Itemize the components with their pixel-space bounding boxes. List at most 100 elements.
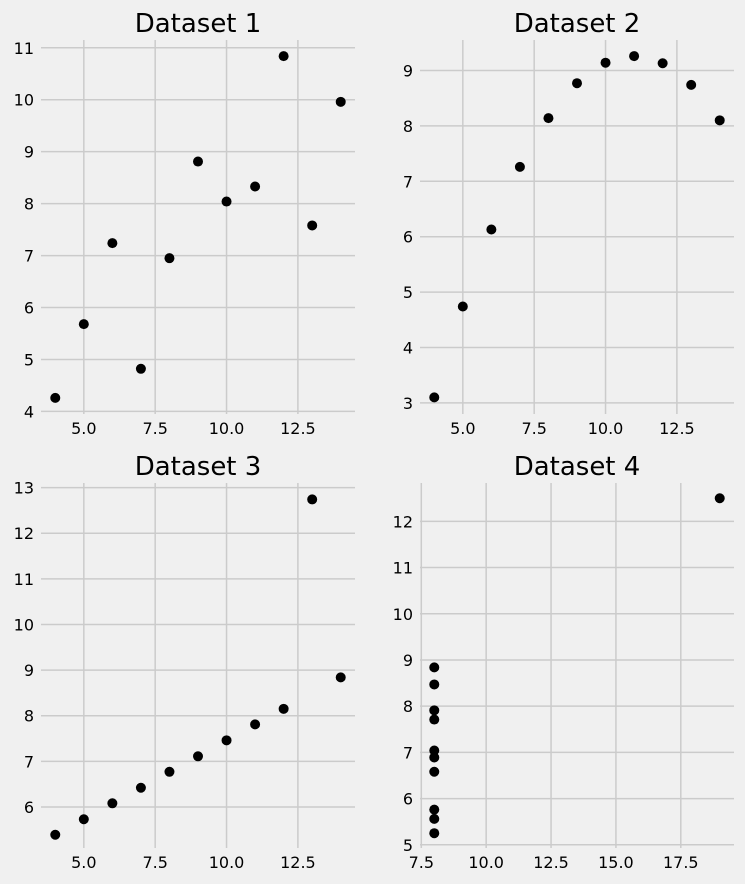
data-point xyxy=(657,58,668,69)
y-tick-label: 12 xyxy=(14,524,34,543)
y-tick-label: 12 xyxy=(393,512,413,531)
x-tick-label: 5.0 xyxy=(71,419,96,438)
data-point xyxy=(107,238,118,249)
data-point xyxy=(50,829,61,840)
data-point xyxy=(335,672,346,683)
data-point xyxy=(107,798,118,809)
y-tick-label: 5 xyxy=(403,836,413,855)
data-point xyxy=(714,493,725,504)
x-tick-label: 12.5 xyxy=(659,419,695,438)
y-tick-label: 5 xyxy=(24,350,34,369)
data-point xyxy=(543,113,554,124)
y-tick-label: 13 xyxy=(14,479,34,498)
data-point xyxy=(278,703,289,714)
x-tick-label: 10.0 xyxy=(468,853,504,872)
data-point xyxy=(307,220,318,231)
data-point xyxy=(429,714,440,725)
data-point xyxy=(278,51,289,62)
data-point xyxy=(686,79,697,90)
data-point xyxy=(250,719,261,730)
y-tick-label: 8 xyxy=(403,117,413,136)
subplot-1: 5.0 7.5 10.0 12.5 4 5 6 7 8 9 10 11 Dataset 1 xyxy=(14,9,355,438)
y-tick-label: 9 xyxy=(403,651,413,670)
data-point xyxy=(221,196,232,207)
data-point xyxy=(600,57,611,68)
data-point xyxy=(135,782,146,793)
y-tick-label: 9 xyxy=(24,143,34,162)
data-point xyxy=(429,705,440,716)
y-tick-label: 9 xyxy=(24,661,34,680)
data-point xyxy=(457,301,468,312)
data-point xyxy=(335,96,346,107)
x-tick-label: 12.5 xyxy=(533,853,569,872)
y-tick-label: 7 xyxy=(24,752,34,771)
y-tick-label: 8 xyxy=(24,195,34,214)
chart-title: Dataset 3 xyxy=(135,452,262,482)
x-tick-label: 10.0 xyxy=(209,853,245,872)
x-tick-label: 5.0 xyxy=(450,419,475,438)
subplot-3: 5.0 7.5 10.0 12.5 6 7 8 9 10 11 12 13 Dataset 3 xyxy=(14,452,355,872)
y-tick-label: 6 xyxy=(24,798,34,817)
y-tick-label: 6 xyxy=(403,790,413,809)
data-point xyxy=(429,813,440,824)
y-tick-label: 4 xyxy=(403,339,413,358)
data-point xyxy=(250,181,261,192)
data-point xyxy=(164,253,175,264)
y-tick-label: 7 xyxy=(403,743,413,762)
data-point xyxy=(486,224,497,235)
data-point xyxy=(572,78,582,89)
data-point xyxy=(193,156,203,167)
x-tick-label: 10.0 xyxy=(588,419,624,438)
chart-title: Dataset 4 xyxy=(514,452,641,482)
data-point xyxy=(429,662,440,673)
y-tick-label: 8 xyxy=(403,697,413,716)
x-tick-label: 7.5 xyxy=(409,853,434,872)
y-tick-label: 4 xyxy=(24,402,34,421)
x-tick-label: 7.5 xyxy=(142,419,167,438)
data-point xyxy=(429,766,440,777)
data-point xyxy=(714,115,725,126)
y-tick-label: 9 xyxy=(403,61,413,80)
y-tick-label: 11 xyxy=(14,570,34,589)
data-point xyxy=(429,752,440,763)
data-point xyxy=(221,735,232,746)
data-point xyxy=(429,679,440,690)
data-point xyxy=(135,363,146,374)
y-tick-label: 7 xyxy=(24,247,34,266)
data-point xyxy=(78,319,89,330)
data-point xyxy=(50,392,61,403)
x-tick-label: 7.5 xyxy=(521,419,546,438)
x-tick-label: 10.0 xyxy=(209,419,245,438)
y-tick-label: 5 xyxy=(403,283,413,302)
subplot-4: 7.5 10.0 12.5 15.0 17.5 5 6 7 8 9 10 11 12 Dataset 4 xyxy=(393,452,734,872)
data-point xyxy=(429,804,440,815)
y-tick-label: 6 xyxy=(24,299,34,318)
data-point xyxy=(164,766,175,777)
data-point xyxy=(629,51,640,62)
x-tick-label: 12.5 xyxy=(280,853,316,872)
x-tick-label: 15.0 xyxy=(598,853,634,872)
data-point xyxy=(193,751,203,762)
x-tick-label: 5.0 xyxy=(71,853,96,872)
data-point xyxy=(429,392,440,403)
y-tick-label: 10 xyxy=(14,615,34,634)
chart-title: Dataset 2 xyxy=(514,9,641,39)
y-tick-label: 11 xyxy=(14,39,34,58)
y-tick-label: 10 xyxy=(14,91,34,110)
y-tick-label: 3 xyxy=(403,394,413,413)
y-tick-label: 11 xyxy=(393,559,413,578)
subplot-2: 5.0 7.5 10.0 12.5 3 4 5 6 7 8 9 Dataset 2 xyxy=(403,9,734,438)
data-point xyxy=(429,745,440,756)
y-tick-label: 8 xyxy=(24,707,34,726)
data-point xyxy=(78,814,89,825)
data-point xyxy=(429,828,440,839)
data-point xyxy=(514,161,525,172)
chart-title: Dataset 1 xyxy=(135,9,262,39)
x-tick-label: 17.5 xyxy=(663,853,699,872)
y-tick-label: 6 xyxy=(403,228,413,247)
y-tick-label: 7 xyxy=(403,172,413,191)
y-tick-label: 10 xyxy=(393,605,413,624)
x-tick-label: 12.5 xyxy=(280,419,316,438)
x-tick-label: 7.5 xyxy=(142,853,167,872)
